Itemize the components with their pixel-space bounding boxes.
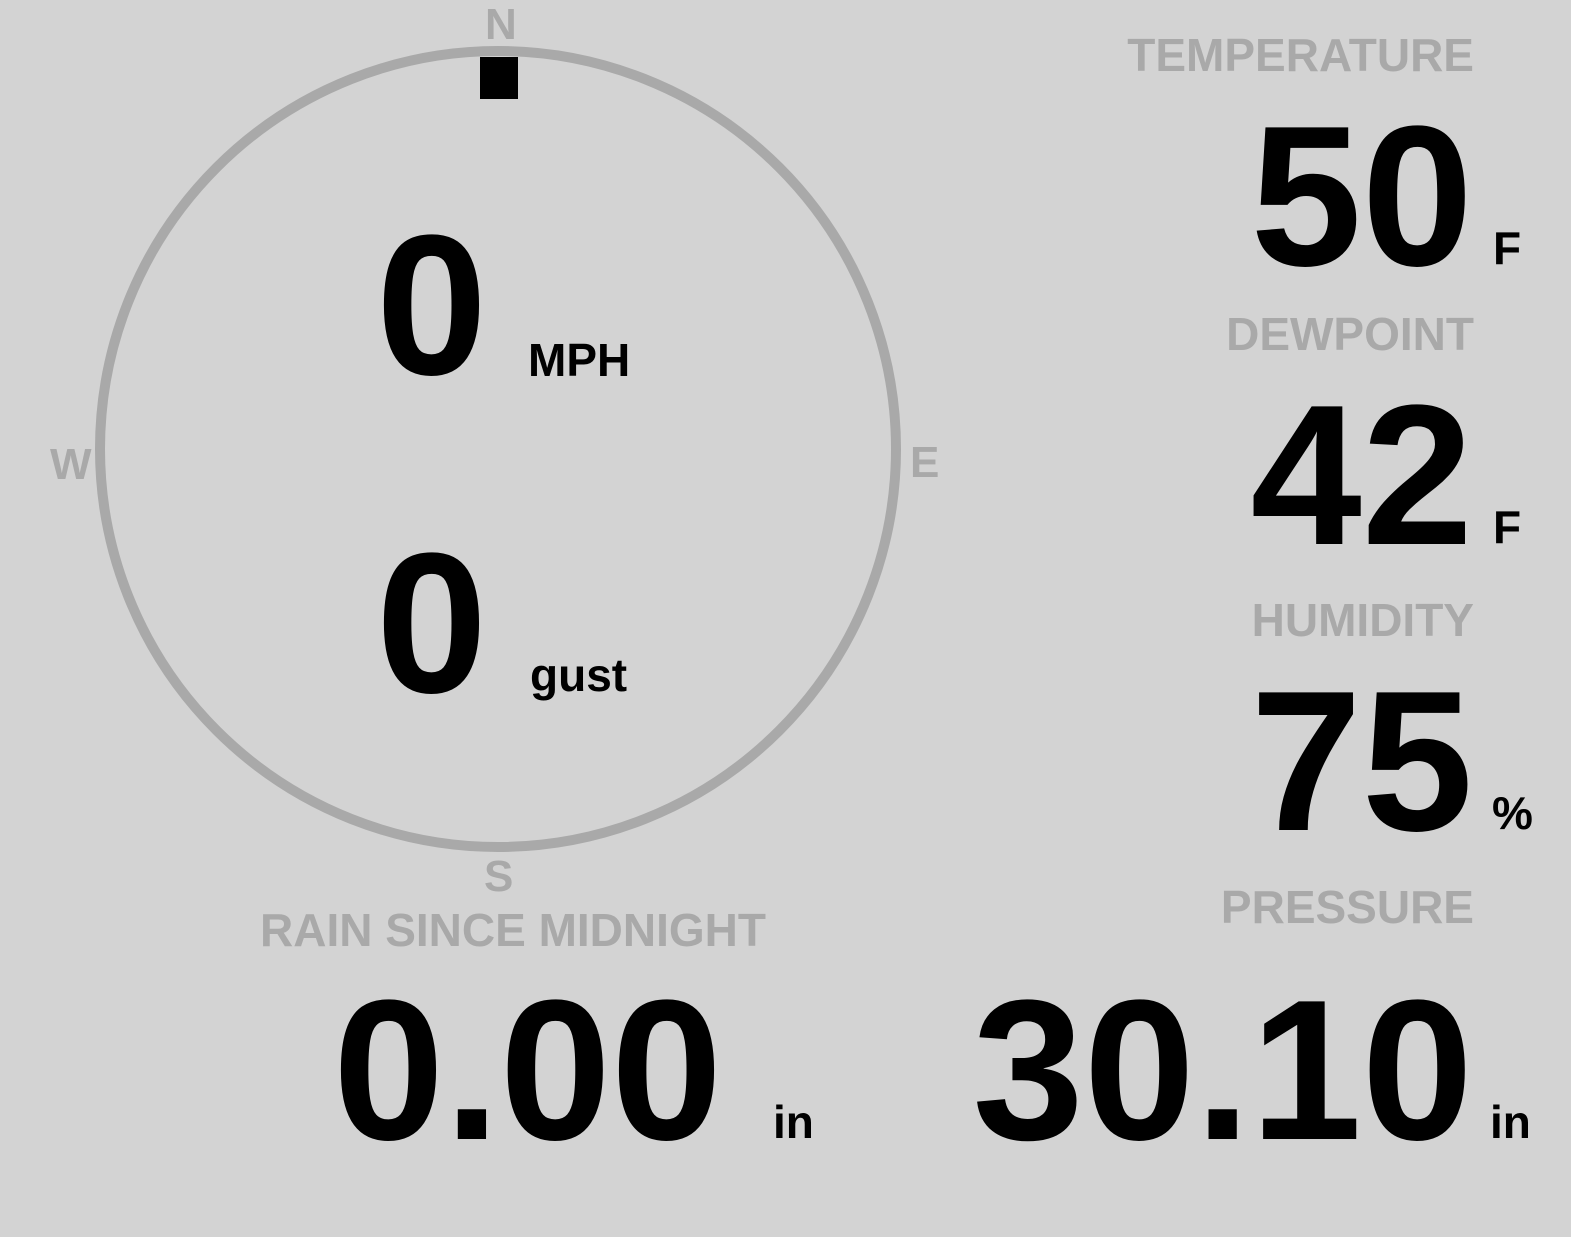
temperature-unit: F: [1493, 222, 1522, 274]
compass-south: S: [484, 852, 514, 901]
compass-east: E: [910, 438, 940, 487]
rain-label: RAIN SINCE MIDNIGHT: [260, 904, 766, 956]
wind-direction-marker: [480, 57, 518, 99]
dewpoint-value: 42: [1250, 364, 1473, 587]
temperature-value: 50: [1250, 85, 1473, 308]
dewpoint-label: DEWPOINT: [1226, 308, 1474, 360]
compass-ring: [95, 46, 901, 852]
wind-gust-value: 0: [376, 512, 488, 735]
wind-gust-label: gust: [530, 649, 628, 701]
humidity-unit: %: [1492, 787, 1533, 839]
wind-compass: [95, 46, 901, 852]
pressure-value: 30.10: [972, 959, 1474, 1182]
compass-west: W: [50, 440, 92, 489]
wind-speed-unit: MPH: [528, 334, 631, 386]
compass-north: N: [485, 0, 517, 49]
wind-speed-value: 0: [376, 194, 488, 417]
rain-value: 0.00: [333, 959, 723, 1182]
pressure-label: PRESSURE: [1220, 881, 1474, 933]
dewpoint-unit: F: [1493, 501, 1522, 553]
rain-unit: in: [773, 1096, 814, 1148]
pressure-unit: in: [1490, 1096, 1531, 1148]
temperature-label: TEMPERATURE: [1127, 29, 1474, 81]
humidity-label: HUMIDITY: [1251, 594, 1474, 646]
humidity-value: 75: [1250, 650, 1473, 873]
